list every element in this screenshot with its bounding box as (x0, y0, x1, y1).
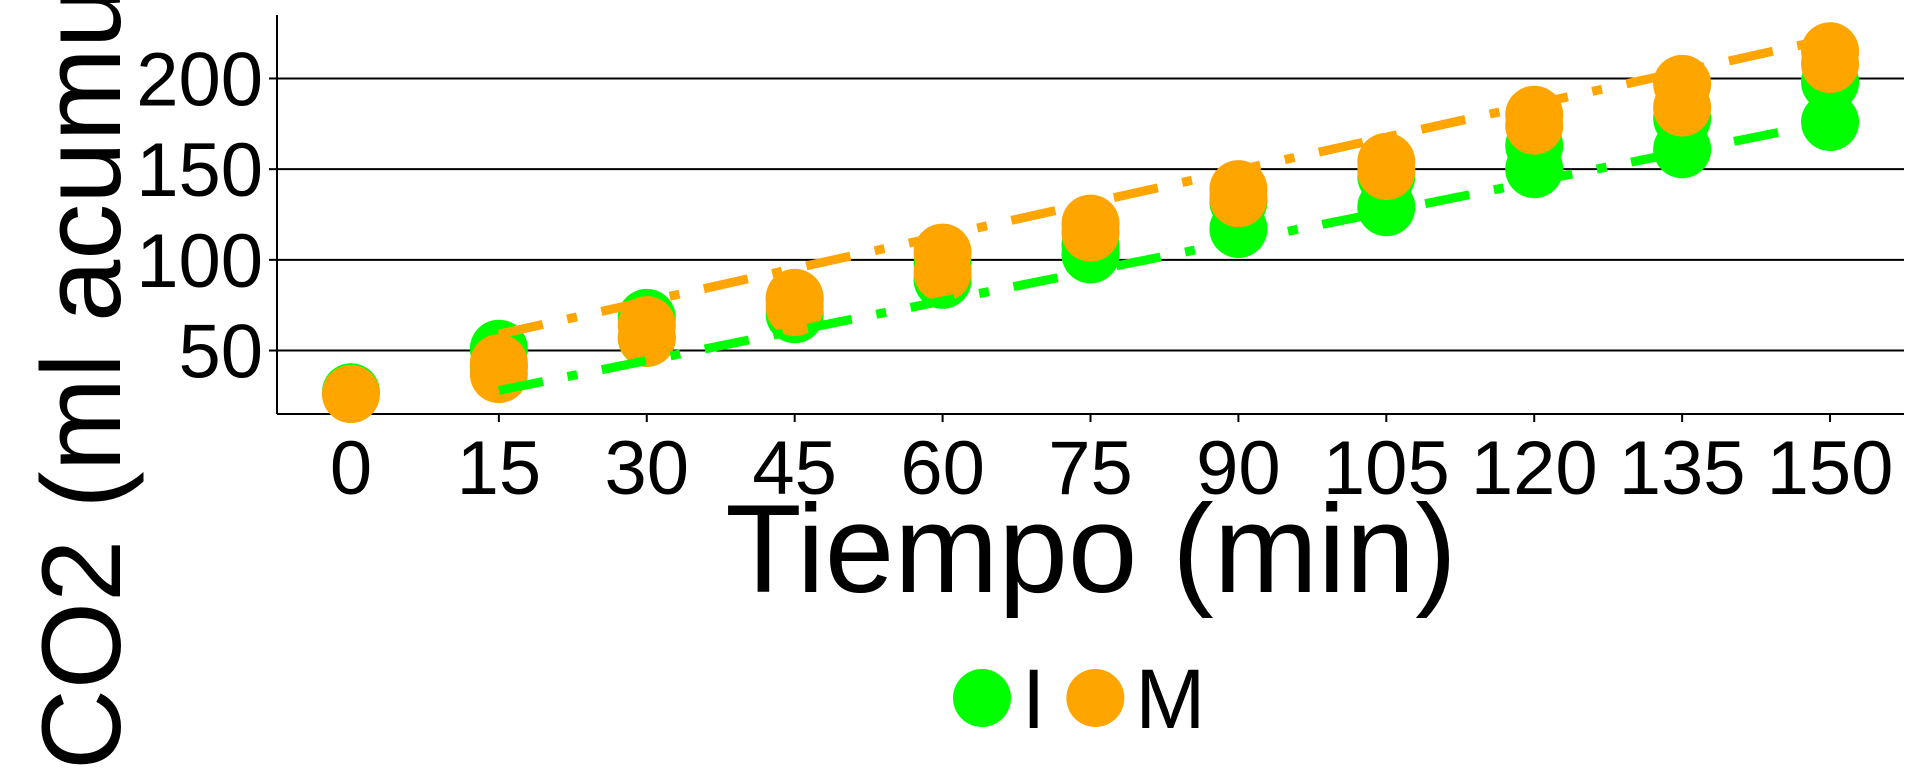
legend-marker (1066, 669, 1125, 727)
y-axis-title: CO2 (ml acumula (19, 0, 144, 768)
point (617, 296, 676, 355)
x-tick-label: 15 (457, 426, 542, 511)
point (469, 334, 528, 393)
y-tick-label: 50 (178, 310, 263, 395)
x-tick-label: 120 (1471, 426, 1598, 511)
y-tick-label: 150 (136, 128, 263, 213)
point (1505, 85, 1564, 144)
y-tick-label: 200 (136, 37, 263, 122)
x-tick-label: 45 (752, 426, 837, 511)
trend-line (497, 117, 1831, 395)
point (1357, 132, 1416, 191)
point (1801, 22, 1860, 81)
trend-line (497, 34, 1832, 339)
x-tick-label: 105 (1323, 426, 1450, 511)
x-tick-label: 30 (604, 426, 689, 511)
x-tick-label: 150 (1767, 426, 1894, 511)
x-axis-title: Tiempo (min) (725, 480, 1457, 619)
y-tick-label: 100 (136, 219, 263, 304)
legend-label: M (1135, 652, 1205, 746)
x-tick-label: 135 (1619, 426, 1746, 511)
x-tick-label: 60 (900, 426, 985, 511)
legend-marker (953, 669, 1011, 727)
x-tick-label: 90 (1196, 426, 1281, 511)
point (1801, 93, 1860, 152)
legend-label: I (1022, 652, 1045, 746)
x-tick-label: 0 (330, 426, 372, 511)
x-tick-label: 75 (1048, 426, 1133, 511)
point (1061, 194, 1120, 253)
point (765, 268, 824, 327)
point (321, 365, 380, 424)
